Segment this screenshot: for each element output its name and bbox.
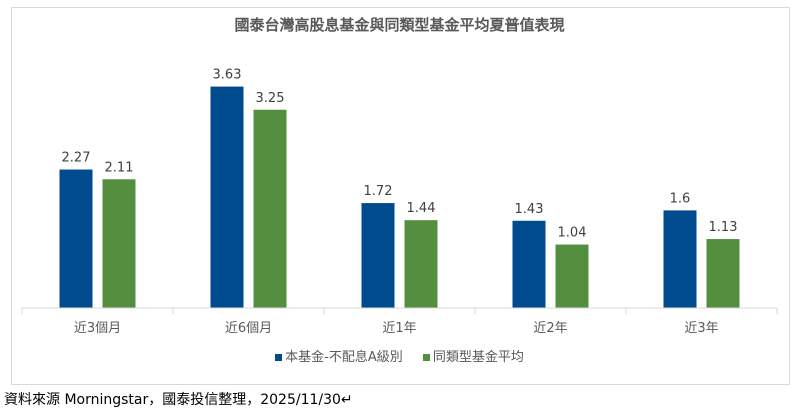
- bar: [706, 239, 740, 308]
- x-tick-label: 近3年: [684, 321, 718, 336]
- data-label: 1.43: [515, 202, 544, 217]
- bar: [512, 220, 546, 308]
- x-tick-label: 近6個月: [225, 321, 272, 336]
- data-label: 2.27: [62, 151, 91, 166]
- bar: [102, 179, 136, 308]
- legend-label: 本基金-不配息A級別: [285, 350, 403, 365]
- bar: [555, 244, 589, 308]
- bar: [663, 210, 697, 308]
- legend: 本基金-不配息A級別 同類型基金平均: [0, 346, 799, 365]
- bar: [404, 220, 438, 308]
- legend-swatch: [422, 354, 430, 361]
- x-tick-label: 近1年: [382, 321, 416, 336]
- bar: [210, 86, 244, 308]
- bar: [59, 169, 93, 308]
- bar: [253, 109, 287, 308]
- data-label: 1.13: [709, 220, 738, 235]
- data-label: 3.63: [213, 68, 242, 83]
- source-note: 資料來源 Morningstar，國泰投信整理，2025/11/30↵: [4, 392, 353, 408]
- data-label: 1.44: [407, 201, 436, 216]
- bar: [361, 203, 395, 308]
- chart-title: 國泰台灣高股息基金與同類型基金平均夏普值表現: [234, 16, 565, 34]
- data-label: 3.25: [256, 91, 285, 106]
- legend-item-peer-average: 同類型基金平均: [422, 346, 524, 365]
- data-label: 1.72: [364, 184, 393, 199]
- x-tick-label: 近2年: [533, 321, 567, 336]
- legend-label: 同類型基金平均: [432, 350, 524, 365]
- x-tick-label: 近3個月: [74, 321, 121, 336]
- data-label: 1.04: [558, 226, 587, 241]
- data-label: 2.11: [105, 160, 134, 175]
- data-label: 1.6: [670, 191, 691, 206]
- chart-frame: [11, 7, 790, 385]
- legend-swatch: [275, 354, 283, 361]
- legend-item-fund: 本基金-不配息A級別: [275, 346, 403, 365]
